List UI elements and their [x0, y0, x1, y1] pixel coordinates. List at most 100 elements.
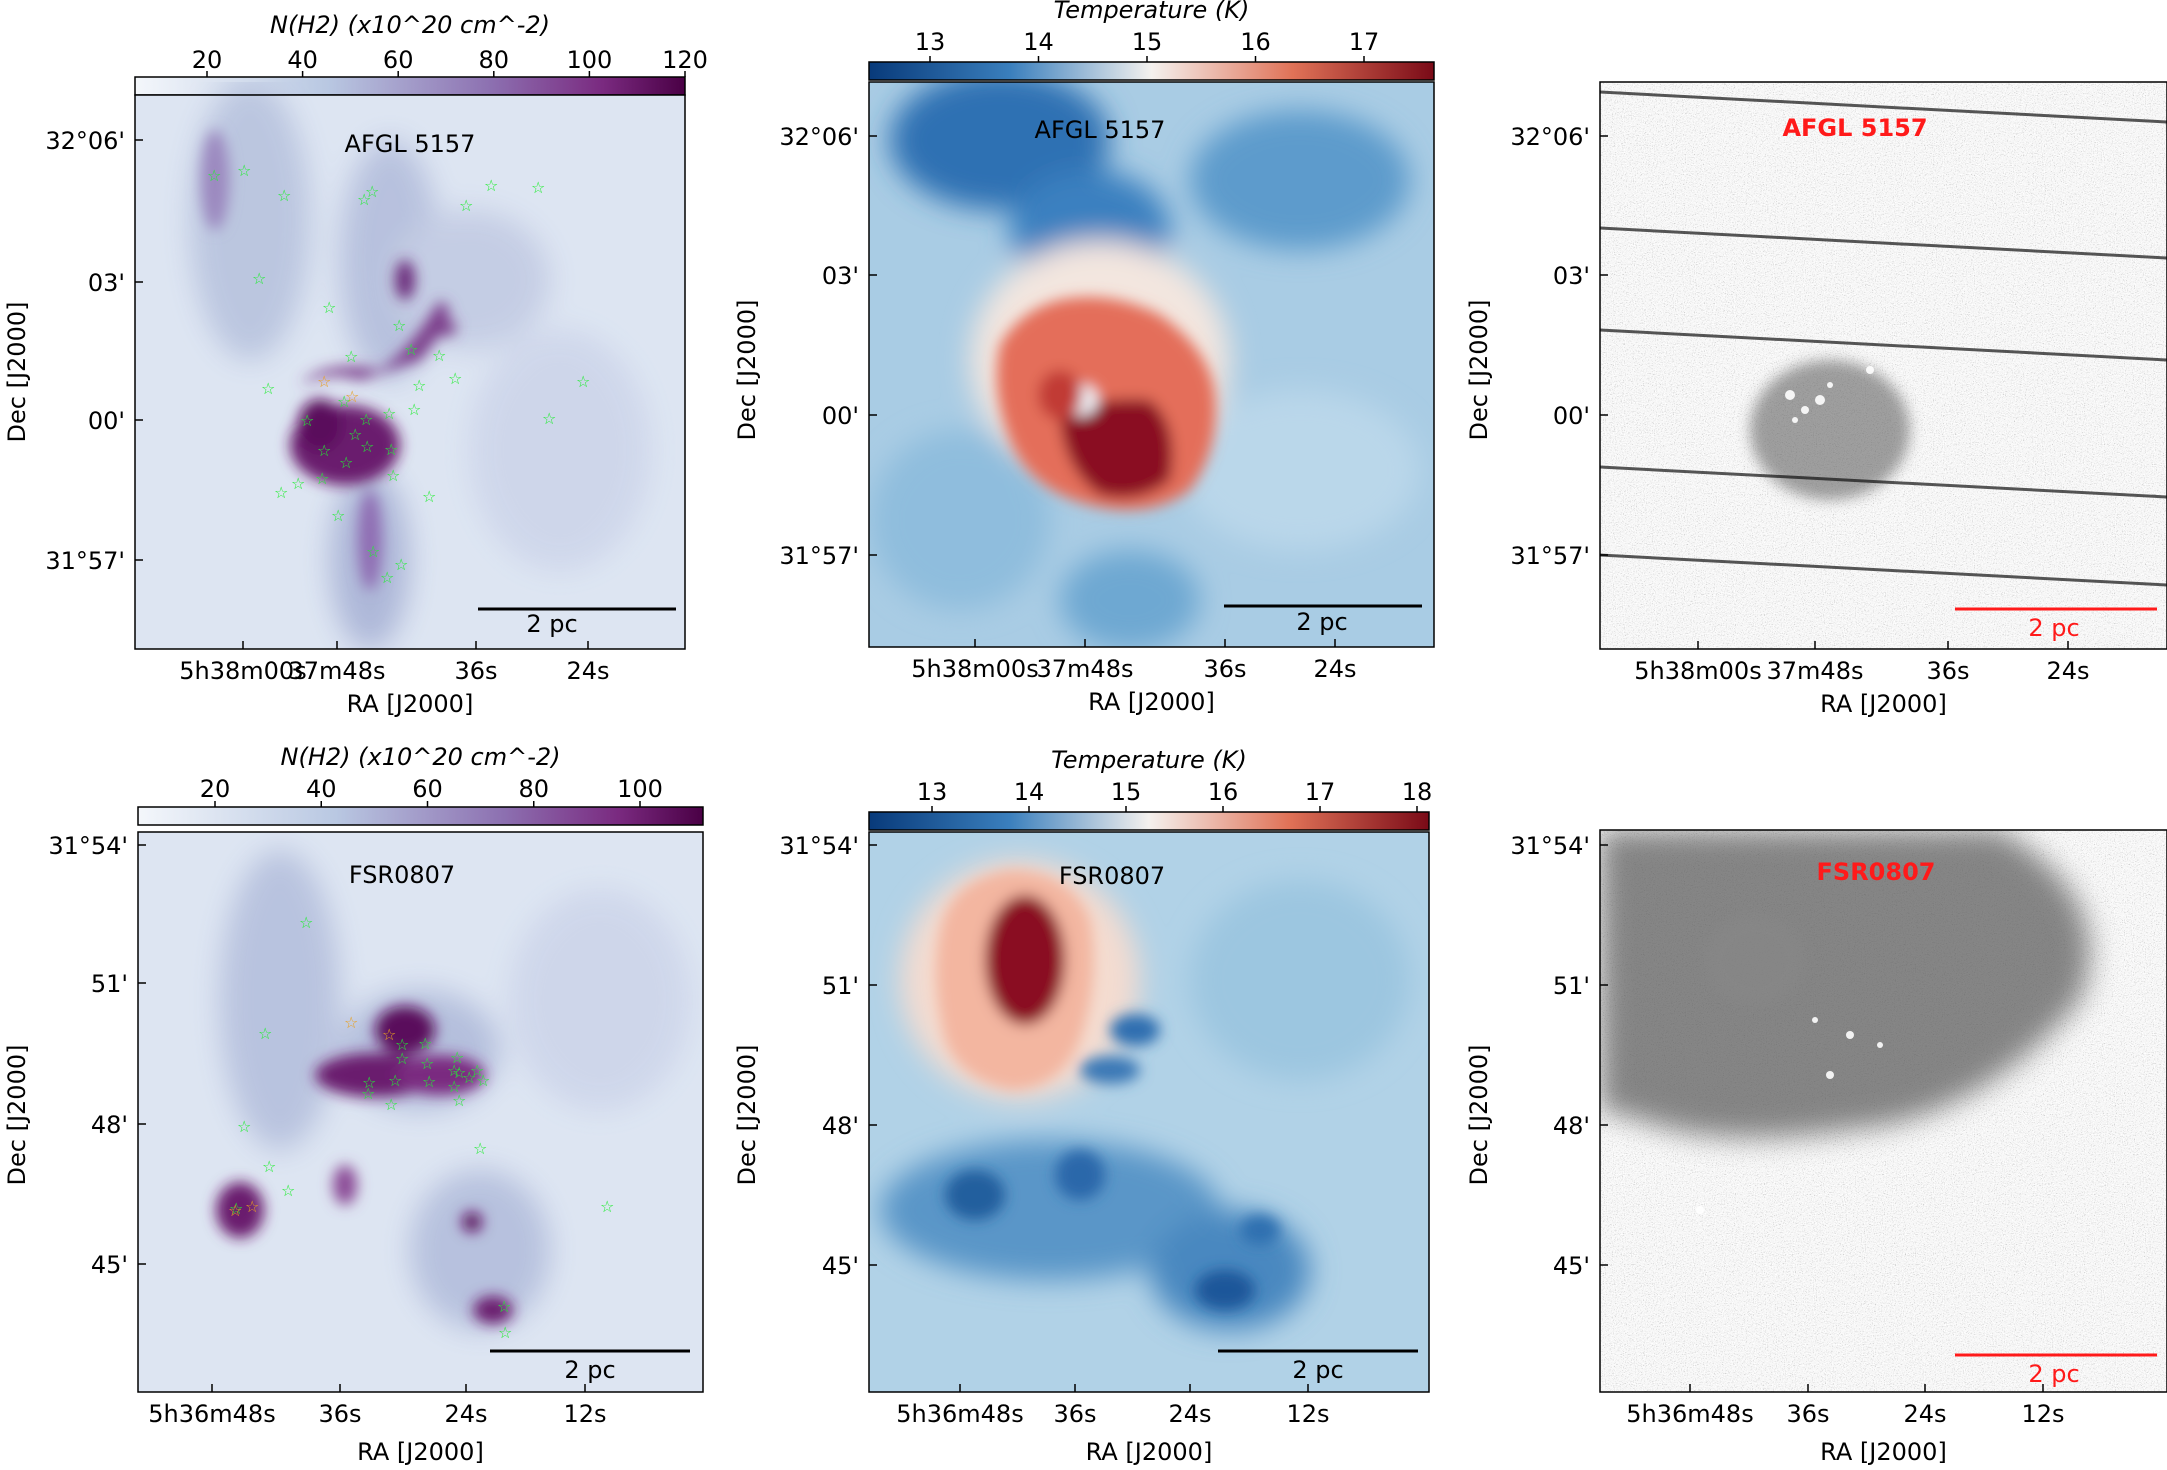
svg-text:☆: ☆: [600, 1197, 614, 1216]
y-tick-label: 48': [822, 1112, 859, 1140]
svg-text:☆: ☆: [447, 1061, 461, 1080]
x-tick-label: 5h36m48s: [896, 1400, 1023, 1428]
svg-text:☆: ☆: [228, 1201, 242, 1220]
y-tick-label: 31°57': [45, 547, 125, 575]
colorbar-tick-label: 17: [1305, 778, 1336, 806]
panel-title: AFGL 5157: [1782, 114, 1927, 142]
y-tick-label: 31°57': [1510, 542, 1590, 570]
svg-text:☆: ☆: [262, 1157, 276, 1176]
colorbar-temp-afgl: [868, 61, 1435, 81]
svg-text:☆: ☆: [366, 542, 380, 561]
x-tick-label: 12s: [2021, 1400, 2064, 1428]
x-axis-label: RA [J2000]: [357, 1438, 484, 1466]
panel-temp-afgl: [868, 61, 1435, 648]
svg-text:☆: ☆: [300, 411, 314, 430]
x-tick-label: 24s: [1313, 655, 1356, 683]
map-img-afgl: [1600, 82, 2167, 649]
colorbar-title: N(H2) (x10^20 cm^-2): [281, 743, 561, 771]
svg-text:☆: ☆: [531, 178, 545, 197]
scalebar-label: 2 pc: [1292, 1356, 1343, 1384]
svg-text:☆: ☆: [299, 913, 313, 932]
x-axis-label: RA [J2000]: [1820, 690, 1947, 718]
svg-text:☆: ☆: [317, 441, 331, 460]
map-nh2-afgl: ☆ ☆ ☆ ☆ ☆ ☆ ☆ ☆ ☆ ☆ ☆ ☆ ☆ ☆ ☆ ☆ ☆ ☆ ☆ ☆: [135, 82, 685, 649]
colorbar-tick-label: 15: [1132, 28, 1163, 56]
svg-text:☆: ☆: [420, 1054, 434, 1073]
x-axis-label: RA [J2000]: [1088, 688, 1215, 716]
colorbar-tick-label: 40: [306, 775, 337, 803]
colorbar-tick-label: 60: [412, 775, 443, 803]
scalebar-label: 2 pc: [564, 1356, 615, 1384]
svg-text:☆: ☆: [395, 1035, 409, 1054]
y-tick-label: 32°06': [779, 123, 859, 151]
colorbar-tick-label: 16: [1208, 778, 1239, 806]
colorbar-tick-label: 17: [1349, 28, 1380, 56]
y-tick-label: 00': [1553, 402, 1590, 430]
svg-text:☆: ☆: [245, 1197, 259, 1216]
map-temp-fsr: [869, 832, 1429, 1392]
y-tick-label: 31°57': [779, 542, 859, 570]
svg-text:☆: ☆: [392, 316, 406, 335]
panel-img-fsr: [1599, 829, 2167, 1393]
svg-text:☆: ☆: [237, 161, 251, 180]
x-axis-label: RA [J2000]: [1820, 1438, 1947, 1466]
map-img-fsr: [1600, 830, 2167, 1392]
svg-text:☆: ☆: [470, 1061, 484, 1080]
colorbar-tick-label: 13: [915, 28, 946, 56]
panel-title: AFGL 5157: [345, 130, 476, 158]
y-tick-label: 00': [88, 407, 125, 435]
colorbar-nh2-afgl: [134, 76, 686, 96]
x-tick-label: 5h38m00s: [179, 657, 306, 685]
svg-text:☆: ☆: [542, 409, 556, 428]
panel-nh2-fsr: ☆ ☆ ☆ ☆ ☆ ☆ ☆ ☆ ☆ ☆ ☆ ☆ ☆ ☆ ☆ ☆ ☆ ☆ ☆ ☆: [137, 806, 704, 1393]
y-tick-label: 32°06': [1510, 123, 1590, 151]
svg-text:☆: ☆: [459, 196, 473, 215]
svg-text:☆: ☆: [274, 483, 288, 502]
y-tick-label: 51': [91, 970, 128, 998]
x-tick-label: 37m48s: [289, 657, 386, 685]
colorbar-title: Temperature (K): [1051, 746, 1247, 774]
svg-text:☆: ☆: [207, 166, 221, 185]
x-tick-label: 37m48s: [1037, 655, 1134, 683]
colorbar-title: Temperature (K): [1054, 0, 1250, 24]
svg-text:☆: ☆: [380, 568, 394, 587]
y-tick-label: 00': [822, 402, 859, 430]
svg-text:☆: ☆: [498, 1323, 512, 1342]
x-tick-label: 5h38m00s: [911, 655, 1038, 683]
y-tick-label: 51': [822, 972, 859, 1000]
panel-title: AFGL 5157: [1035, 116, 1166, 144]
svg-text:☆: ☆: [384, 1095, 398, 1114]
colorbar-nh2-fsr: [137, 806, 704, 826]
panel-img-afgl: [1599, 81, 2167, 650]
svg-text:☆: ☆: [394, 555, 408, 574]
svg-text:☆: ☆: [315, 469, 329, 488]
svg-text:☆: ☆: [359, 410, 373, 429]
svg-text:☆: ☆: [412, 376, 426, 395]
svg-text:☆: ☆: [452, 1091, 466, 1110]
x-tick-label: 12s: [563, 1400, 606, 1428]
svg-text:☆: ☆: [344, 347, 358, 366]
x-tick-label: 5h38m00s: [1634, 657, 1761, 685]
y-tick-label: 48': [91, 1111, 128, 1139]
x-axis-label: RA [J2000]: [347, 690, 474, 718]
svg-text:☆: ☆: [432, 346, 446, 365]
y-tick-label: 03': [822, 262, 859, 290]
svg-text:☆: ☆: [422, 1072, 436, 1091]
svg-text:☆: ☆: [452, 1063, 466, 1082]
y-axis-label: Dec [J2000]: [1465, 1045, 1493, 1186]
scalebar-label: 2 pc: [526, 610, 577, 638]
map-nh2-fsr: ☆ ☆ ☆ ☆ ☆ ☆ ☆ ☆ ☆ ☆ ☆ ☆ ☆ ☆ ☆ ☆ ☆ ☆ ☆ ☆: [138, 832, 703, 1392]
colorbar-tick-label: 80: [518, 775, 549, 803]
y-tick-label: 51': [1553, 972, 1590, 1000]
colorbar-title: N(H2) (x10^20 cm^-2): [270, 11, 550, 39]
scalebar-label: 2 pc: [2028, 614, 2079, 642]
svg-text:☆: ☆: [484, 176, 498, 195]
svg-text:☆: ☆: [497, 1297, 511, 1316]
scalebar-label: 2 pc: [1296, 608, 1347, 636]
svg-text:☆: ☆: [322, 298, 336, 317]
x-tick-label: 36s: [1926, 657, 1969, 685]
x-tick-label: 36s: [1053, 1400, 1096, 1428]
svg-text:☆: ☆: [407, 400, 421, 419]
y-axis-label: Dec [J2000]: [3, 1045, 31, 1186]
colorbar-tick-label: 120: [662, 46, 708, 74]
